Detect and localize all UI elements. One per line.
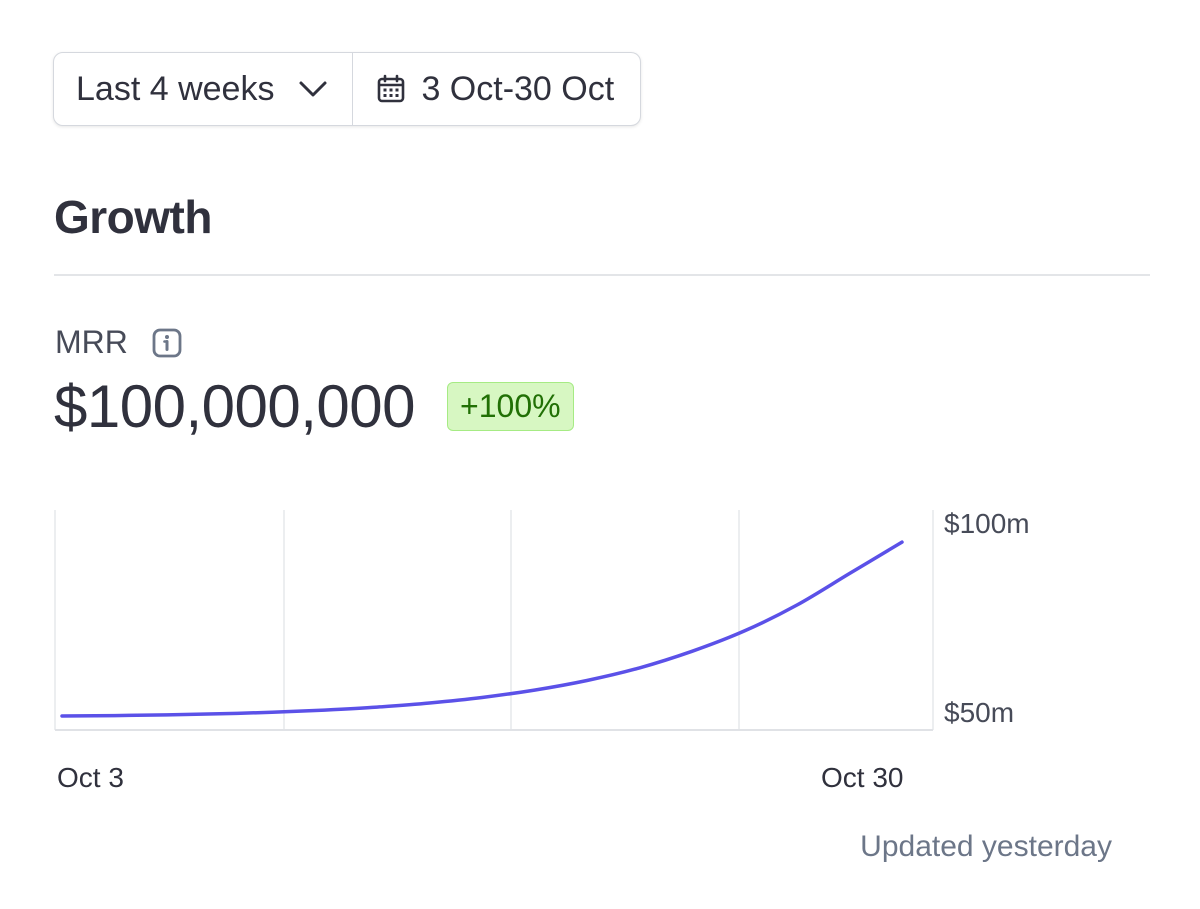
metric-label-row: MRR — [55, 324, 182, 361]
x-tick-label-end: Oct 30 — [821, 762, 904, 793]
date-range-control: Last 4 weeks — [53, 52, 642, 126]
metric-value-row: $100,000,000 +100% — [54, 372, 574, 441]
info-icon[interactable] — [152, 328, 182, 358]
period-dropdown-label: Last 4 weeks — [76, 69, 275, 108]
period-dropdown[interactable]: Last 4 weeks — [54, 53, 354, 125]
mrr-series-line — [60, 540, 904, 718]
chart-grid — [54, 510, 934, 731]
change-badge: +100% — [447, 382, 574, 431]
chevron-down-icon — [296, 72, 330, 106]
chart-series — [60, 540, 904, 718]
section-title: Growth — [54, 191, 212, 243]
calendar-icon — [375, 73, 407, 105]
date-range-label: 3 Oct-30 Oct — [421, 69, 615, 108]
y-tick-label-bottom: $50m — [944, 697, 1015, 728]
updated-timestamp: Updated yesterday — [860, 830, 1112, 863]
metric-value: $100,000,000 — [54, 373, 416, 440]
x-tick-label-start: Oct 3 — [57, 762, 124, 793]
date-range-button[interactable]: 3 Oct-30 Oct — [353, 53, 640, 125]
section-divider — [54, 274, 1150, 276]
metric-label: MRR — [55, 324, 128, 360]
y-tick-label-top: $100m — [944, 508, 1030, 539]
